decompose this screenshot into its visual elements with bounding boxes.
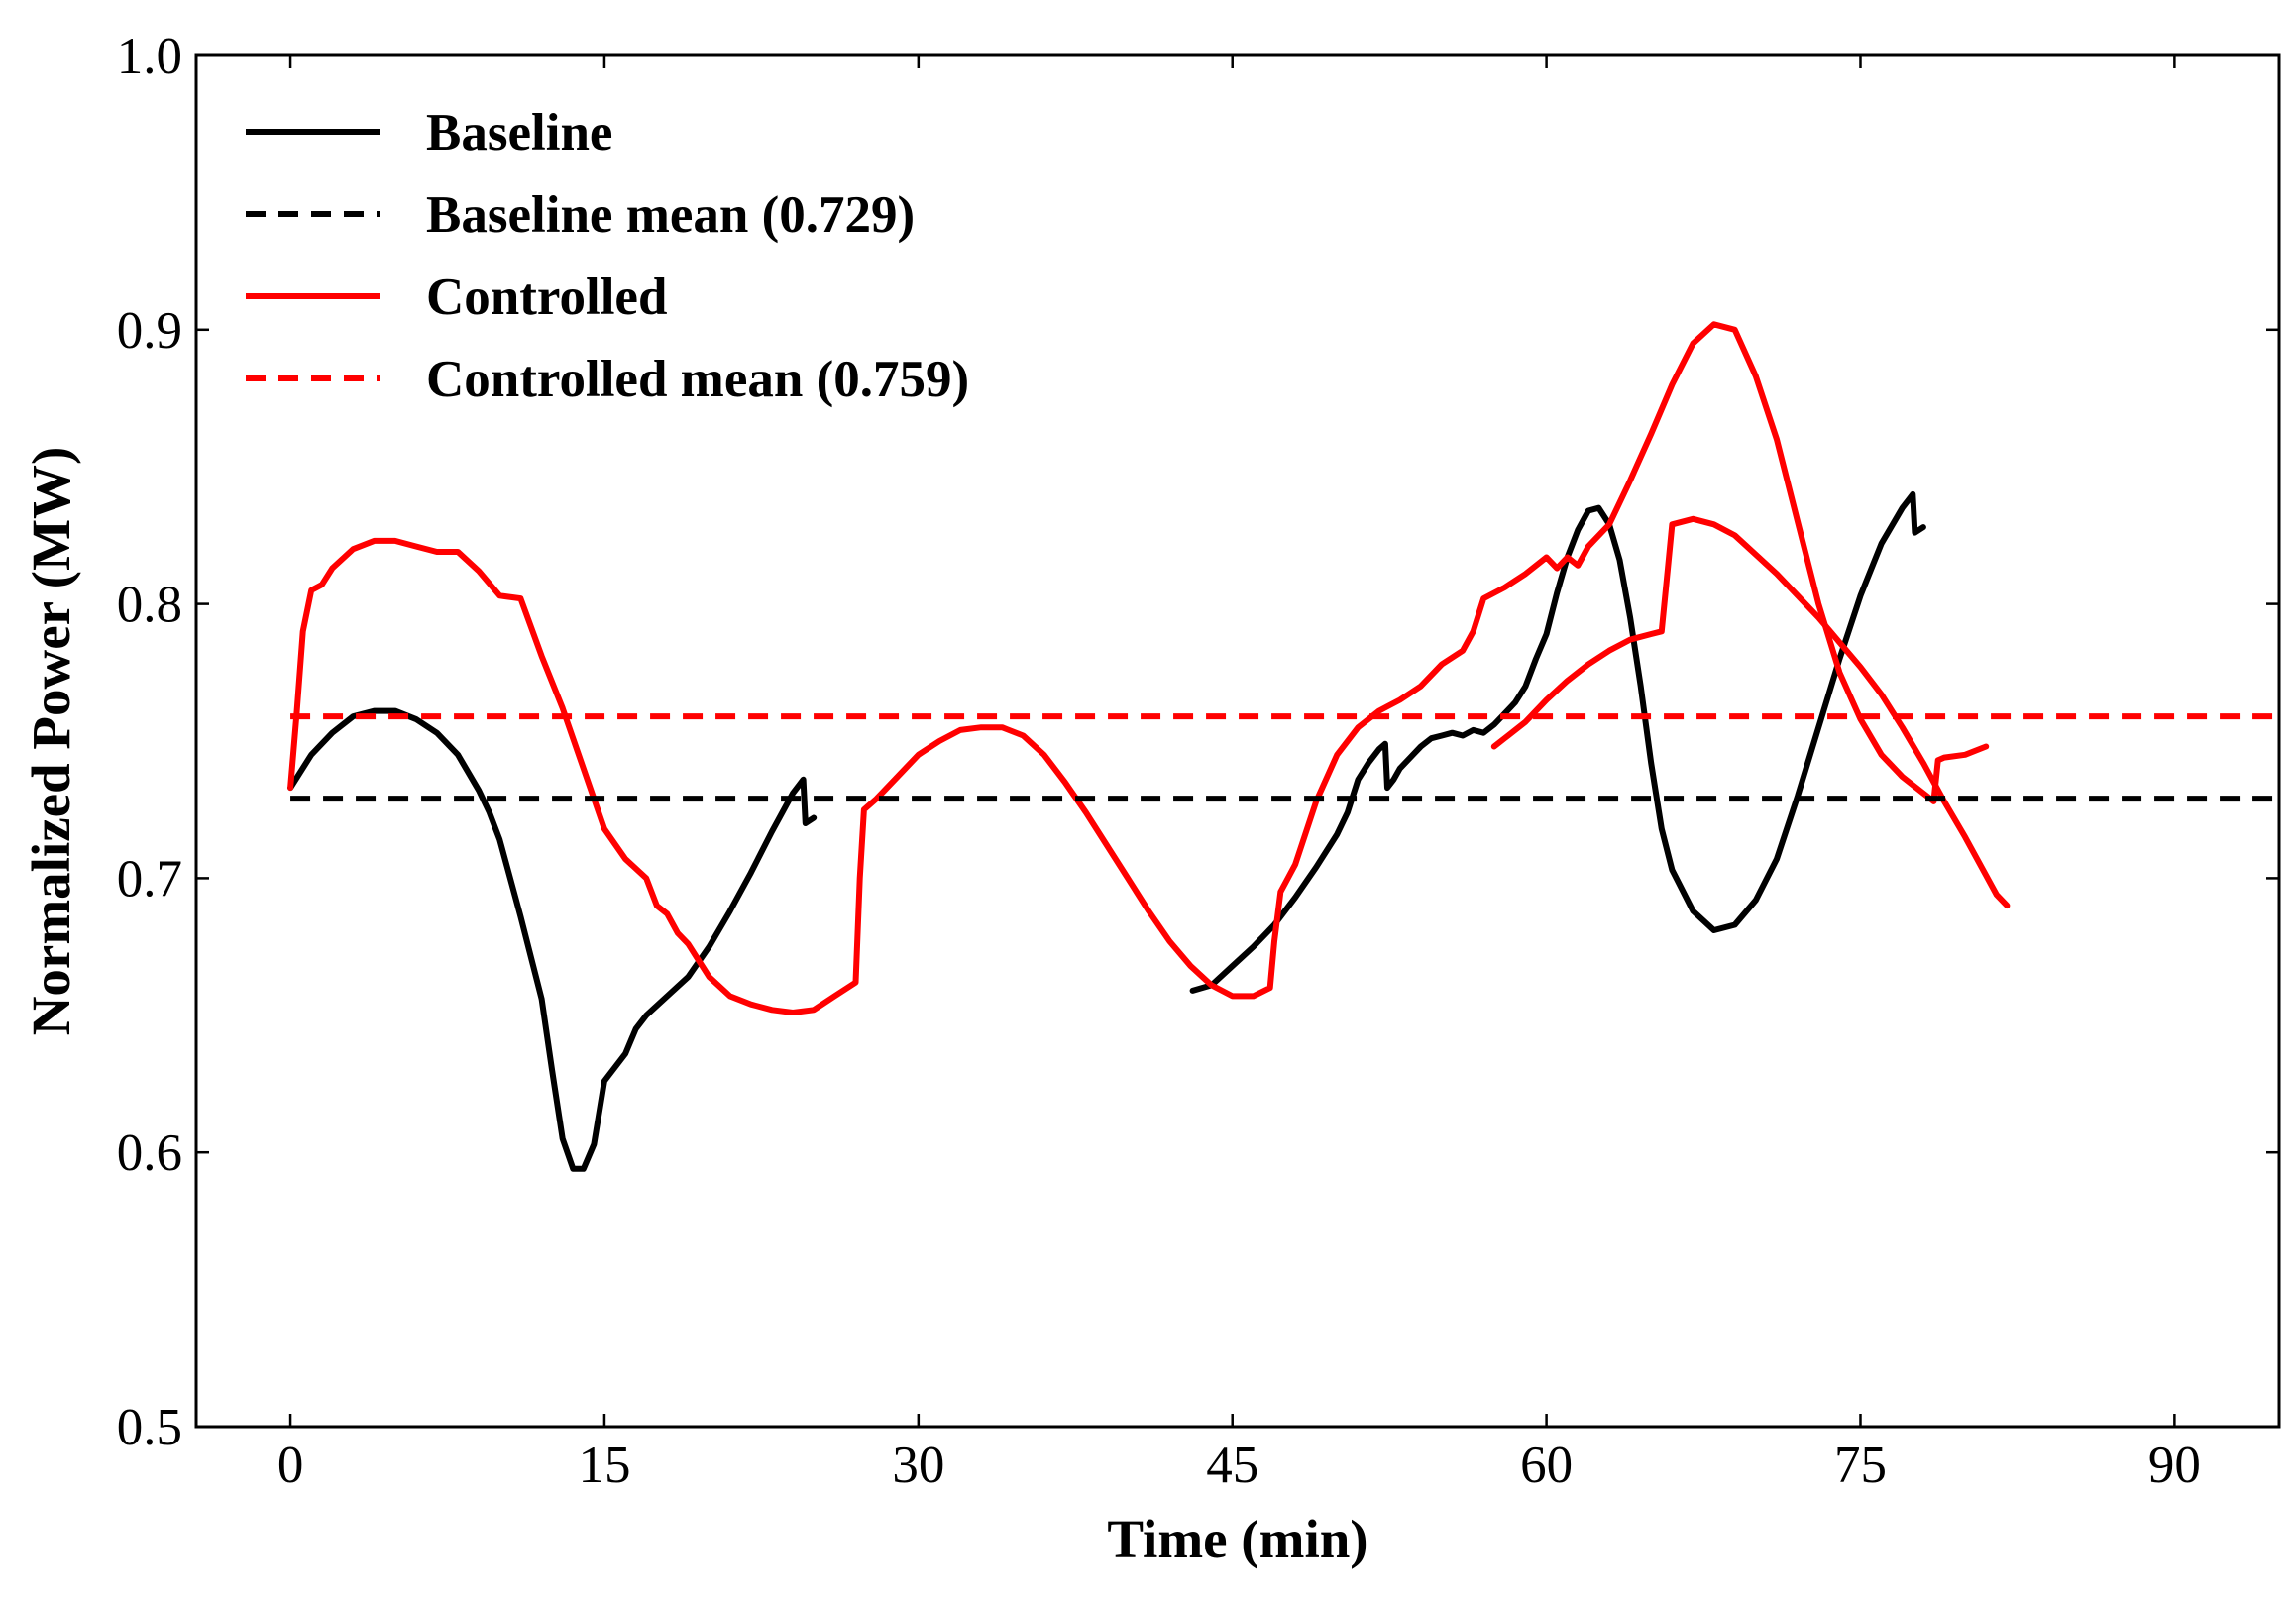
x-tick-label: 90 [2148,1437,2201,1494]
x-tick-label: 30 [892,1437,944,1494]
legend-label: Controlled mean (0.759) [426,351,969,408]
y-axis-label: Normalized Power (MW) [21,447,81,1036]
legend-label: Baseline mean (0.729) [426,186,915,244]
x-tick-label: 15 [578,1437,630,1494]
series-line-baseline-0 [287,707,818,1172]
x-tick-label: 0 [277,1437,304,1494]
y-tick-label: 0.6 [117,1124,182,1182]
y-tick-label: 0.8 [117,577,182,634]
legend: Baseline Baseline mean (0.729) Controlled C… [246,104,969,408]
series-line-controlled-3 [1490,515,2011,909]
x-axis-label: Time (min) [1107,1509,1367,1569]
legend-label: Baseline [426,104,612,161]
plot-content [287,321,2279,1172]
axis-ticks: 0 15 30 45 60 75 90 0.5 0.6 0.7 0.8 0.9 1.0 [117,28,2279,1494]
plot-frame [194,53,2281,1429]
y-tick-label: 0.9 [117,302,182,360]
x-tick-label: 75 [1834,1437,1887,1494]
x-tick-label: 45 [1206,1437,1258,1494]
series-line-baseline-1 [1189,490,1926,994]
legend-label: Controlled [426,268,667,326]
y-tick-label: 0.5 [117,1399,182,1456]
y-tick-label: 1.0 [117,28,182,85]
series-line-controlled-2 [287,321,1990,1015]
x-tick-label: 60 [1520,1437,1573,1494]
y-tick-label: 0.7 [117,850,182,908]
